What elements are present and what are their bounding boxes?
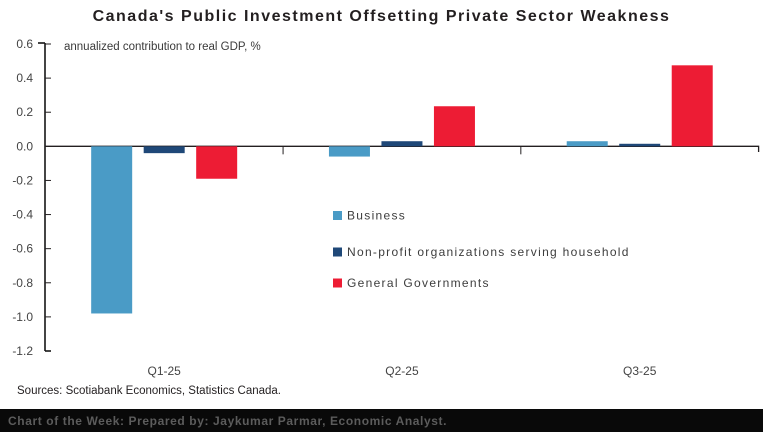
svg-text:General Governments: General Governments	[347, 276, 490, 290]
svg-text:0.0: 0.0	[16, 139, 33, 153]
svg-text:-0.8: -0.8	[12, 276, 33, 290]
svg-text:Non-profit organizations servi: Non-profit organizations serving househo…	[347, 245, 630, 259]
svg-text:-0.2: -0.2	[12, 173, 33, 187]
svg-text:-0.6: -0.6	[12, 242, 33, 256]
svg-text:-0.4: -0.4	[12, 208, 33, 222]
svg-text:Business: Business	[347, 209, 406, 223]
svg-text:Q3-25: Q3-25	[623, 364, 657, 378]
svg-text:-1.2: -1.2	[12, 344, 33, 358]
svg-text:0.4: 0.4	[16, 71, 33, 85]
svg-text:Q2-25: Q2-25	[385, 364, 419, 378]
svg-text:0.6: 0.6	[16, 37, 33, 51]
svg-text:Q1-25: Q1-25	[148, 364, 182, 378]
svg-text:-1.0: -1.0	[12, 310, 33, 324]
svg-text:0.2: 0.2	[16, 105, 33, 119]
